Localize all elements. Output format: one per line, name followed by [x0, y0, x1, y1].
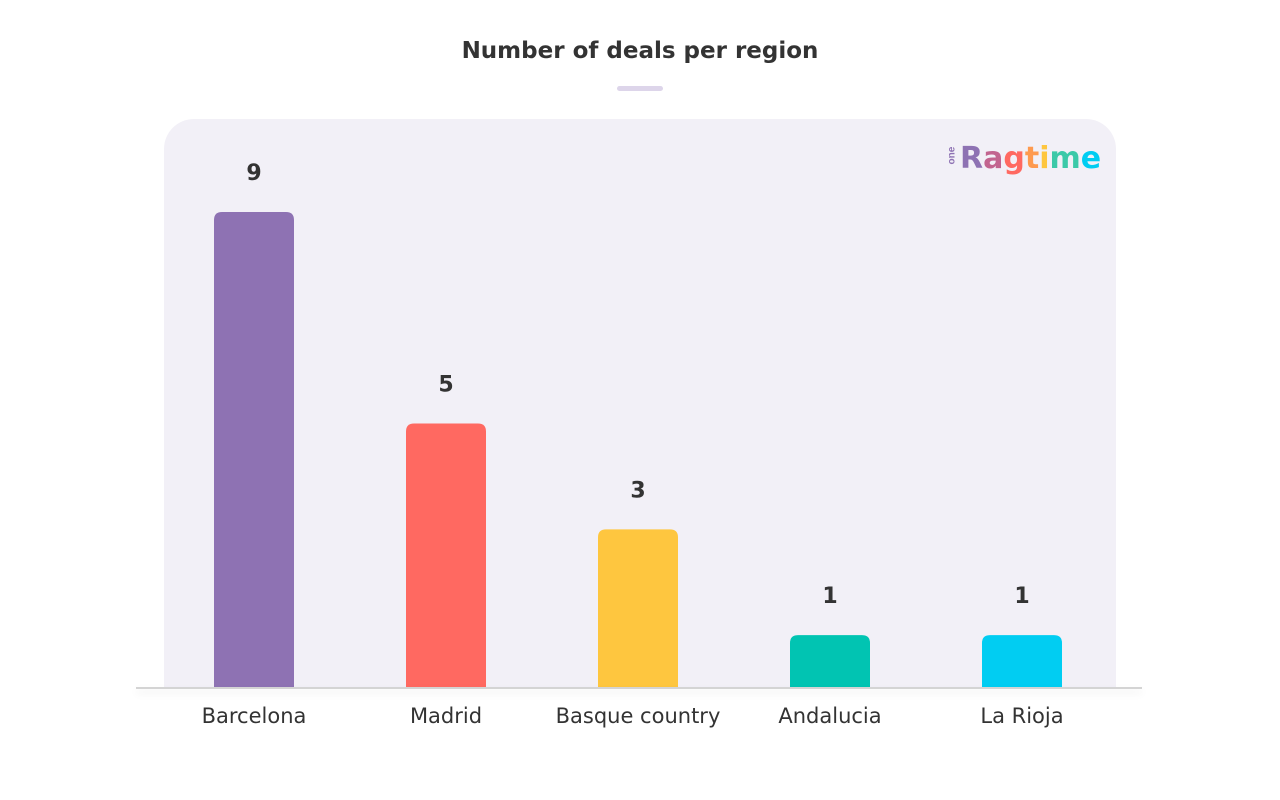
bar-value-label: 3	[630, 478, 645, 503]
category-label: La Rioja	[980, 704, 1063, 728]
bar-la-rioja	[982, 635, 1062, 688]
category-label: Basque country	[556, 704, 721, 728]
logo-letter: e	[1080, 140, 1102, 176]
category-label: Madrid	[410, 704, 482, 728]
category-label: Barcelona	[202, 704, 307, 728]
chart-title: Number of deals per region	[461, 38, 819, 64]
logo-letter: a	[983, 140, 1004, 176]
brand-logo: one Ragtime	[946, 138, 1102, 178]
logo-letter: t	[1024, 140, 1040, 176]
bar-value-label: 9	[246, 161, 261, 186]
bar-value-label: 1	[822, 584, 837, 609]
x-axis-baseline	[136, 687, 1142, 689]
bar-madrid	[406, 423, 486, 688]
logo-letter: m	[1049, 140, 1081, 176]
bar-basque-country	[598, 529, 678, 688]
logo-letter: i	[1039, 140, 1050, 176]
bar-barcelona	[214, 212, 294, 688]
bar-andalucia	[790, 635, 870, 688]
bar-value-label: 1	[1014, 584, 1029, 609]
title-underline	[617, 86, 663, 91]
category-label: Andalucia	[778, 704, 881, 728]
bar-value-label: 5	[438, 373, 453, 398]
logo-letter: R	[960, 140, 984, 176]
logo-word: Ragtime	[960, 141, 1101, 176]
logo-letter: g	[1003, 140, 1025, 176]
